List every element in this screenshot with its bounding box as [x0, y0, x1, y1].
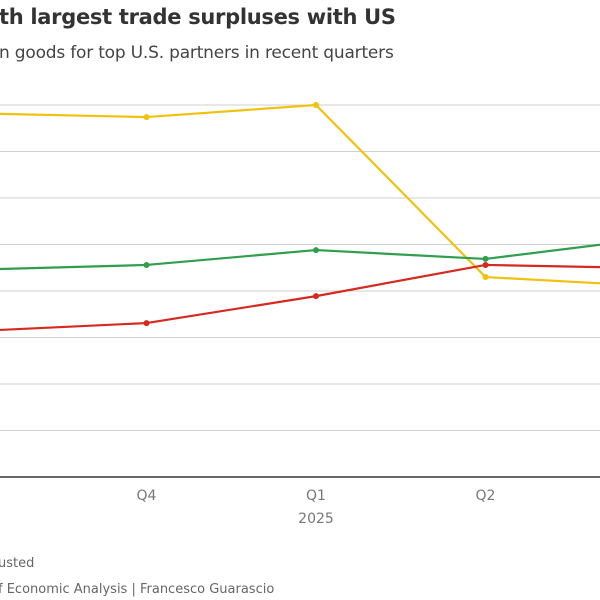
data-point — [482, 274, 489, 281]
chart-subtitle: n goods for top U.S. partners in recent … — [0, 43, 394, 63]
series-line-0 — [0, 103, 600, 285]
x-tick-label: Q4 — [137, 488, 157, 504]
source-credit: f Economic Analysis | Francesco Guarasci… — [0, 582, 275, 597]
x-tick-year-label: 2025 — [298, 511, 334, 527]
footnote: usted — [0, 556, 35, 571]
chart-title: th largest trade surpluses with US — [0, 5, 396, 29]
data-point — [143, 114, 150, 121]
data-point — [313, 247, 319, 254]
data-point — [313, 102, 319, 108]
x-tick-label: Q2 — [476, 488, 496, 504]
data-point — [313, 293, 319, 300]
data-point — [482, 261, 489, 268]
data-point — [143, 261, 150, 268]
data-point — [482, 255, 489, 262]
series-line-2 — [0, 263, 600, 332]
data-point — [143, 320, 150, 327]
x-tick-label: Q1 — [306, 488, 326, 504]
